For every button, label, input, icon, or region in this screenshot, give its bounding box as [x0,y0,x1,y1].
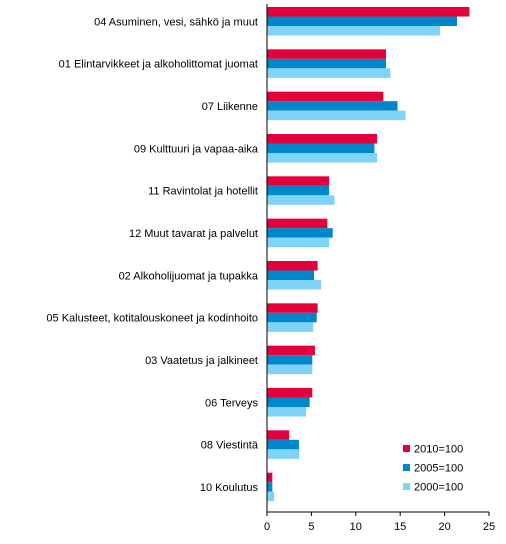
category-label: 11 Ravintolat ja hotellit [148,186,258,198]
x-tick-label: 5 [308,521,314,533]
bar-2000-100-3 [267,153,378,163]
x-tick-label: 20 [438,521,450,533]
legend-label-2000-100: 2000=100 [414,482,463,494]
bar-2010-100-4 [267,176,330,186]
bar-2000-100-1 [267,68,391,78]
bar-2005-100-4 [267,185,330,196]
bar-2010-100-8 [267,345,315,356]
category-label: 05 Kalusteet, kotitalouskoneet ja kodinh… [46,313,258,325]
bar-2005-100-2 [267,101,398,111]
category-label: 01 Elintarvikkeet ja alkoholittomat juom… [59,59,258,71]
x-tick-label: 10 [350,521,362,533]
x-tick-label: 15 [394,521,406,533]
bar-2010-100-1 [267,49,386,59]
bar-2000-100-0 [267,26,441,36]
bar-2000-100-8 [267,364,313,375]
bar-2000-100-11 [267,491,275,502]
bar-2005-100-7 [267,312,317,323]
bar-2000-100-9 [267,407,307,417]
bar-2010-100-10 [267,430,290,440]
bar-2000-100-10 [267,449,299,459]
legend-swatch-2005-100 [403,464,410,471]
bar-2010-100-6 [267,261,318,271]
category-labels: 04 Asuminen, vesi, sähkö ja muut 01 Elint… [46,16,258,494]
legend-label-2005-100: 2005=100 [414,463,463,475]
bars-group [267,7,470,502]
bar-2005-100-6 [267,270,315,280]
bar-2010-100-2 [267,91,384,102]
category-label: 09 Kulttuuri ja vapaa-aika [134,143,259,155]
category-label: 04 Asuminen, vesi, sähkö ja muut [94,16,258,28]
bar-2005-100-10 [267,439,299,450]
x-tick-label: 0 [264,521,270,533]
bar-2000-100-5 [267,237,330,248]
category-label: 06 Terveys [205,397,258,409]
category-label: 07 Liikenne [202,101,258,113]
category-label: 12 Muut tavarat ja palvelut [129,228,258,240]
bar-2005-100-0 [267,16,458,26]
bar-2005-100-9 [267,397,310,407]
x-tick-label: 25 [483,521,495,533]
bar-2000-100-7 [267,322,314,332]
category-label: 03 Vaatetus ja jalkineet [145,355,258,367]
bar-2010-100-0 [267,7,470,17]
bar-2000-100-2 [267,110,406,121]
bar-2000-100-4 [267,195,335,205]
bar-2010-100-3 [267,134,378,144]
bar-2005-100-3 [267,143,375,153]
legend: 2010=100 2005=100 2000=100 [403,444,463,494]
bar-2010-100-7 [267,303,318,313]
bar-2005-100-11 [267,482,273,492]
bar-2010-100-11 [267,472,273,483]
bar-2005-100-1 [267,58,386,69]
x-axis: 0 5 10 15 20 25 [264,4,495,533]
bar-2010-100-5 [267,218,328,229]
legend-swatch-2000-100 [403,483,410,490]
category-label: 10 Koulutus [200,482,259,494]
legend-swatch-2010-100 [403,445,410,452]
bar-2000-100-6 [267,280,322,290]
category-label: 08 Viestintä [201,440,259,452]
category-label: 02 Alkoholijuomat ja tupakka [119,270,259,282]
bar-2005-100-8 [267,355,313,365]
bar-2005-100-5 [267,228,333,238]
legend-label-2010-100: 2010=100 [414,444,463,456]
bar-2010-100-9 [267,388,313,398]
